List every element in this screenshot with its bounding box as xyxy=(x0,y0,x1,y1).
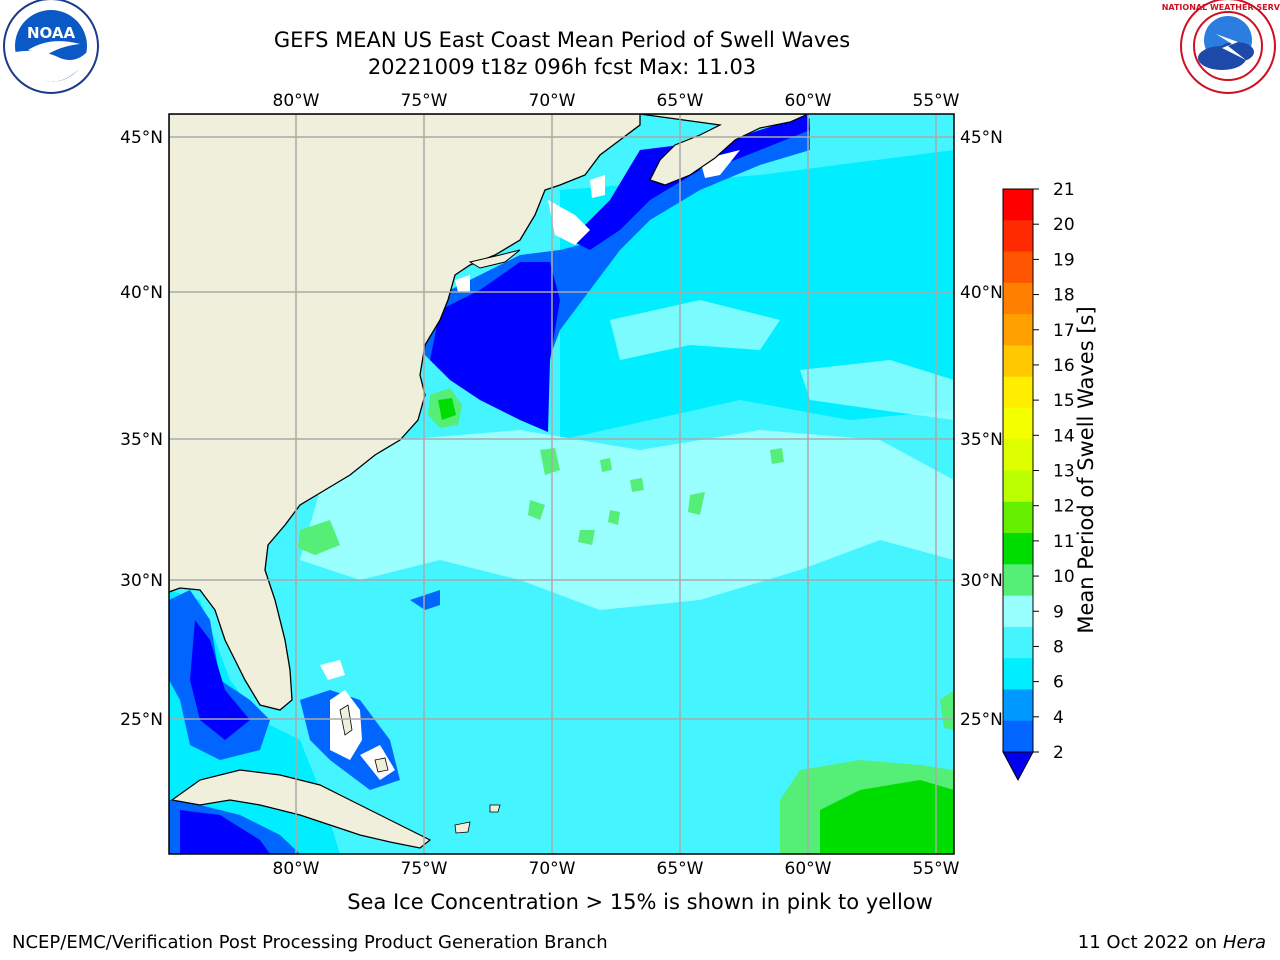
colorbar-tick-label: 14 xyxy=(1053,426,1075,446)
lon-label: 70°W xyxy=(529,91,576,111)
colorbar-swatch xyxy=(1003,501,1033,534)
lon-label: 65°W xyxy=(657,859,704,879)
noaa-logo: NOAA xyxy=(3,0,99,94)
colorbar-swatch xyxy=(1003,345,1033,378)
lat-labels-right: 45°N 40°N 35°N 30°N 25°N xyxy=(960,128,1003,730)
producer-credit: NCEP/EMC/Verification Post Processing Pr… xyxy=(12,932,608,953)
colorbar-tick-label: 10 xyxy=(1053,567,1075,587)
colorbar-swatch xyxy=(1003,189,1033,221)
colorbar-swatch xyxy=(1003,407,1033,440)
colorbar-swatch xyxy=(1003,533,1033,565)
graticule xyxy=(169,114,954,854)
colorbar-swatch xyxy=(1003,658,1033,690)
colorbar-swatch xyxy=(1003,251,1033,284)
lon-labels-bottom: 80°W 75°W 70°W 65°W 60°W 55°W xyxy=(273,859,960,879)
lon-labels-top: 80°W 75°W 70°W 65°W 60°W 55°W xyxy=(273,91,960,111)
map-frame xyxy=(168,113,955,855)
colorbar-tick-label: 21 xyxy=(1053,180,1075,200)
colorbar-tick-label: 6 xyxy=(1053,673,1064,693)
colorbar-tick-label: 12 xyxy=(1053,497,1075,517)
map-subtitle: 20221009 t18z 096h fcst Max: 11.03 xyxy=(367,55,757,79)
lon-label: 65°W xyxy=(657,91,704,111)
lon-label: 80°W xyxy=(273,859,320,879)
lat-label: 30°N xyxy=(960,571,1003,591)
nws-logo-ring-text: NATIONAL WEATHER SERVICE xyxy=(1162,3,1280,12)
colorbar-swatch xyxy=(1003,314,1033,346)
lat-label: 40°N xyxy=(960,283,1003,303)
lat-label: 25°N xyxy=(120,710,163,730)
colorbar-tick-label: 9 xyxy=(1053,602,1064,622)
lat-label: 35°N xyxy=(960,430,1003,450)
colorbar-swatch xyxy=(1003,689,1033,722)
lon-label: 55°W xyxy=(913,859,960,879)
colorbar-swatch xyxy=(1003,439,1033,471)
colorbar-tick-label: 8 xyxy=(1053,637,1064,657)
nws-logo: NATIONAL WEATHER SERVICE xyxy=(1162,0,1280,94)
colorbar-swatch xyxy=(1003,564,1033,597)
lon-label: 70°W xyxy=(529,859,576,879)
colorbar-tick-label: 19 xyxy=(1053,250,1075,270)
lat-label: 40°N xyxy=(120,283,163,303)
colorbar-tick-label: 11 xyxy=(1053,532,1075,552)
colorbar-swatch xyxy=(1003,282,1033,315)
lat-label: 25°N xyxy=(960,710,1003,730)
lat-label: 35°N xyxy=(120,430,163,450)
colorbar-swatch xyxy=(1003,470,1033,503)
colorbar-swatch xyxy=(1003,720,1033,753)
colorbar-swatch xyxy=(1003,626,1033,659)
swell-period-field xyxy=(169,114,954,854)
run-date-text: 11 Oct 2022 on xyxy=(1077,932,1218,953)
lon-label: 60°W xyxy=(785,91,832,111)
lon-label: 75°W xyxy=(401,859,448,879)
colorbar-swatch xyxy=(1003,376,1033,409)
colorbar-tick-label: 2 xyxy=(1053,743,1064,763)
run-date: 11 Oct 2022 on Hera xyxy=(1078,932,1266,953)
colorbar: 21 20 19 18 17 16 15 14 13 12 11 10 9 8 6 4 2 xyxy=(1002,180,1075,782)
colorbar-tick-label: 13 xyxy=(1053,462,1075,482)
colorbar-tick-label: 17 xyxy=(1053,321,1075,341)
colorbar-tick-label: 20 xyxy=(1053,215,1075,235)
colorbar-tick-label: 15 xyxy=(1053,391,1075,411)
colorbar-extend-arrow xyxy=(1002,751,1034,782)
colorbar-swatch xyxy=(1003,595,1033,628)
lat-label: 30°N xyxy=(120,571,163,591)
lat-label: 45°N xyxy=(120,128,163,148)
noaa-logo-text: NOAA xyxy=(27,24,76,42)
lat-labels-left: 45°N 40°N 35°N 30°N 25°N xyxy=(120,128,163,730)
lon-label: 60°W xyxy=(785,859,832,879)
map-title: GEFS MEAN US East Coast Mean Period of S… xyxy=(273,28,851,52)
lon-label: 75°W xyxy=(401,91,448,111)
lon-label: 80°W xyxy=(273,91,320,111)
lat-label: 45°N xyxy=(960,128,1003,148)
machine-name: Hera xyxy=(1222,932,1266,953)
sea-ice-note: Sea Ice Concentration > 15% is shown in … xyxy=(347,890,933,914)
colorbar-tick-label: 4 xyxy=(1053,708,1064,728)
colorbar-tick-label: 16 xyxy=(1053,356,1075,376)
lon-label: 55°W xyxy=(913,91,960,111)
colorbar-label: Mean Period of Swell Waves [s] xyxy=(1074,306,1098,634)
colorbar-swatch xyxy=(1003,220,1033,253)
colorbar-tick-label: 18 xyxy=(1053,286,1075,306)
